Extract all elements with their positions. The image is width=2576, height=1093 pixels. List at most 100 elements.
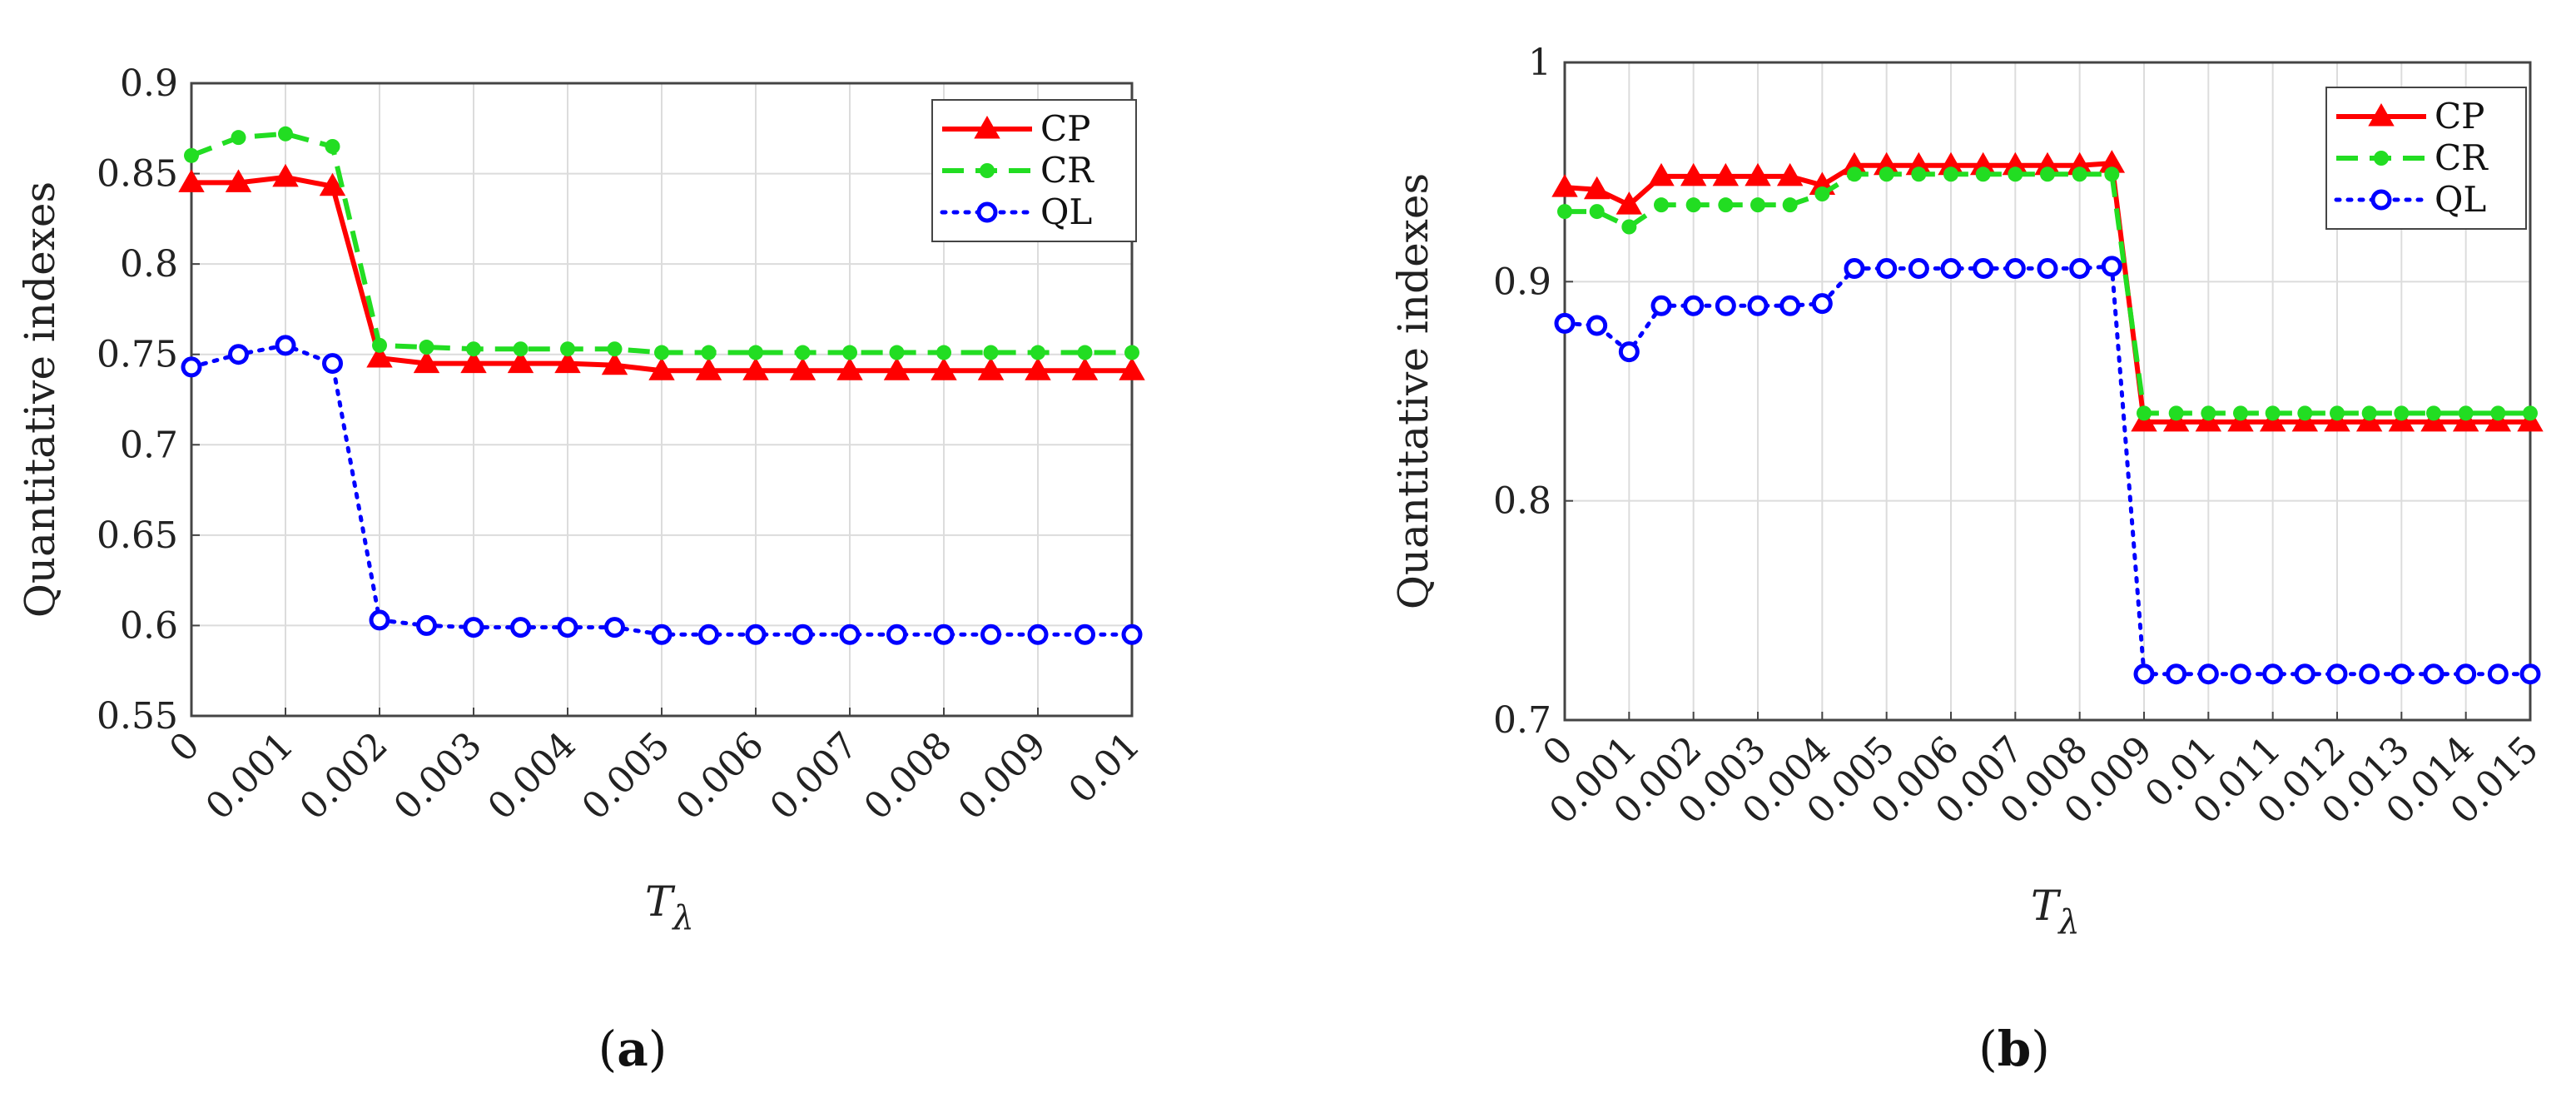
y-axis-label: Quantitative indexes [16, 181, 64, 618]
series-line-ql [1562, 264, 2533, 677]
data-point-cr [2104, 166, 2120, 182]
y-axis-label: Quantitative indexes [1389, 173, 1437, 609]
series-cr [184, 126, 1139, 360]
data-point-ql [2455, 663, 2477, 685]
data-point-ql [1075, 624, 1095, 645]
data-point-cr [1847, 166, 1862, 182]
data-point-ql [1554, 312, 1576, 334]
data-point-cp [883, 357, 911, 380]
x-tick-label: 0.003 [386, 724, 490, 828]
data-point-cr [2426, 405, 2441, 421]
data-point-cr [2265, 405, 2281, 421]
legend-label-cr: CR [1040, 150, 1094, 191]
data-point-cr [1911, 166, 1927, 182]
plot-frame [1563, 61, 2532, 722]
data-point-cp [1648, 162, 1675, 186]
data-point-cr [1557, 204, 1572, 220]
data-point-ql [1876, 258, 1898, 280]
data-point-cr [2233, 405, 2248, 421]
data-point-cr [1750, 197, 1765, 213]
data-point-cr [2137, 405, 2152, 421]
data-point-cr [2040, 166, 2055, 182]
series-ql [1554, 256, 2541, 685]
data-point-ql [2359, 663, 2380, 685]
y-tick-label: 0.8 [120, 243, 178, 286]
data-point-cp [977, 357, 1005, 380]
data-point-cr [1124, 345, 1139, 360]
x-axis-label: Tλ [645, 877, 694, 937]
data-point-cr [2490, 405, 2506, 421]
data-point-ql [933, 624, 955, 645]
data-point-ql [2423, 663, 2444, 685]
data-point-cr [513, 341, 529, 357]
data-point-ql [1811, 293, 1833, 315]
x-tick-label: 0.005 [574, 724, 678, 828]
data-point-ql [416, 614, 437, 636]
data-point-ql [2262, 663, 2284, 685]
data-point-ql [1650, 295, 1672, 316]
x-tick-label: 0.007 [762, 724, 866, 828]
legend-box [931, 99, 1137, 242]
data-point-cr [654, 345, 669, 360]
data-point-ql [2037, 258, 2058, 280]
data-point-cp [554, 350, 581, 374]
panel-label: (b) [1978, 1021, 2050, 1077]
data-point-ql [2069, 258, 2091, 280]
data-point-cp [272, 163, 299, 187]
data-point-ql [2390, 663, 2412, 685]
series-cp [178, 163, 1145, 380]
legend-label-ql: QL [1040, 191, 1092, 232]
data-point-cp [366, 345, 393, 368]
data-point-ql [2004, 258, 2026, 280]
data-point-cr [1621, 219, 1637, 235]
data-point-cp [1583, 176, 1611, 200]
data-point-ql [1586, 315, 1608, 336]
panel-label-open: ( [1978, 1021, 1998, 1077]
data-point-ql [1618, 341, 1640, 363]
data-point-cr [1077, 345, 1093, 360]
data-point-cr [278, 126, 293, 142]
x-tick-label: 0.001 [198, 724, 302, 828]
data-point-cr [2072, 166, 2087, 182]
legend-marker-cp [974, 115, 1000, 139]
data-point-ql [1779, 295, 1801, 316]
data-point-cr [231, 130, 246, 146]
x-tick-label: 0.01 [1060, 724, 1148, 812]
legend-box [2325, 87, 2527, 230]
y-tick-label: 0.9 [120, 62, 178, 105]
data-point-ql [651, 624, 673, 645]
x-tick-label: 0.006 [668, 724, 772, 828]
x-tick-label: 0.008 [856, 724, 960, 828]
data-point-cr [889, 345, 905, 360]
data-point-ql [1908, 258, 1929, 280]
data-point-ql [886, 624, 907, 645]
data-point-ql [228, 344, 249, 365]
data-point-cr [936, 345, 951, 360]
data-point-ql [1973, 258, 1994, 280]
data-point-cr [419, 340, 434, 355]
data-point-cr [466, 341, 481, 357]
data-point-cp [1712, 162, 1740, 186]
data-point-cr [748, 345, 763, 360]
data-point-cp [319, 172, 346, 196]
data-point-cr [1879, 166, 1894, 182]
data-point-ql [1121, 624, 1143, 645]
legend-label-ql: QL [2435, 179, 2486, 220]
data-point-ql [839, 624, 861, 645]
data-point-cr [1814, 186, 1830, 201]
legend-label-cp: CP [1040, 108, 1090, 149]
data-point-ql [2197, 663, 2219, 685]
panel-label-letter: b [1998, 1021, 2032, 1077]
y-tick-label: 0.7 [1493, 699, 1551, 742]
data-point-ql [2230, 663, 2251, 685]
data-point-ql [1844, 258, 1865, 280]
data-point-cr [372, 337, 387, 353]
data-point-ql [698, 624, 719, 645]
data-point-cp [931, 357, 957, 380]
y-tick-label: 0.65 [97, 514, 178, 557]
data-point-cr [2330, 405, 2345, 421]
panel-label: (a) [598, 1021, 668, 1077]
panel-label-letter: a [617, 1021, 648, 1077]
data-point-ql [604, 617, 625, 638]
